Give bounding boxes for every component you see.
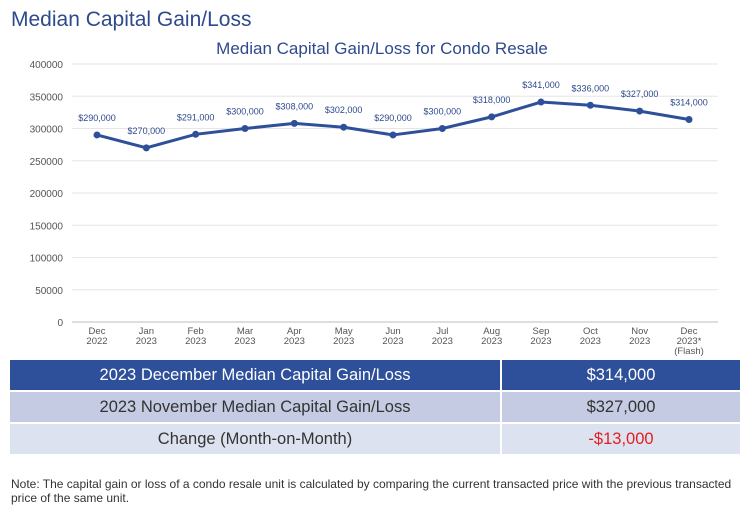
data-point bbox=[192, 130, 200, 138]
y-tick-label: 0 bbox=[57, 318, 63, 329]
y-axis: 0 50000 100000 150000 200000 250000 300000 3500… bbox=[30, 60, 64, 329]
summary-value: $327,000 bbox=[502, 392, 740, 424]
y-tick-label: 150000 bbox=[30, 221, 64, 232]
data-point bbox=[290, 119, 298, 127]
y-tick-label: 250000 bbox=[30, 157, 64, 168]
data-points bbox=[93, 98, 693, 152]
data-point bbox=[438, 125, 446, 132]
page-heading: Median Capital Gain/Loss bbox=[11, 8, 252, 31]
summary-value: $314,000 bbox=[502, 360, 740, 392]
data-label: $270,000 bbox=[128, 126, 166, 136]
data-point bbox=[586, 101, 594, 109]
x-tick-label: Jan 2023 bbox=[136, 326, 157, 347]
y-tick-label: 100000 bbox=[30, 254, 64, 265]
chart-title: Median Capital Gain/Loss for Condo Resal… bbox=[216, 39, 548, 58]
data-label: $300,000 bbox=[424, 107, 462, 117]
data-point bbox=[685, 115, 693, 123]
data-label: $290,000 bbox=[374, 113, 412, 123]
line-chart: Median Capital Gain/Loss for Condo Resal… bbox=[0, 36, 750, 358]
x-tick-label: Jun 2023 bbox=[382, 326, 403, 347]
data-labels: $290,000 $270,000 $291,000 $300,000 $308,000… bbox=[78, 80, 708, 136]
x-tick-label: Apr 2023 bbox=[284, 326, 305, 347]
summary-row-previous: 2023 November Median Capital Gain/Loss $… bbox=[10, 392, 740, 424]
y-tick-label: 300000 bbox=[30, 125, 64, 136]
data-label: $290,000 bbox=[78, 113, 116, 123]
summary-label: Change (Month-on-Month) bbox=[10, 424, 502, 456]
series-line-path bbox=[96, 100, 690, 150]
summary-label: 2023 December Median Capital Gain/Loss bbox=[10, 360, 502, 392]
data-label: $314,000 bbox=[670, 97, 708, 107]
y-tick-label: 200000 bbox=[30, 189, 64, 200]
data-label: $341,000 bbox=[522, 80, 560, 90]
data-point bbox=[142, 144, 150, 152]
data-label: $308,000 bbox=[276, 101, 314, 111]
y-tick-label: 400000 bbox=[30, 60, 64, 71]
summary-row-current: 2023 December Median Capital Gain/Loss $… bbox=[10, 360, 740, 392]
data-label: $318,000 bbox=[473, 95, 511, 105]
x-tick-label: Aug 2023 bbox=[481, 326, 502, 347]
footnote: Note: The capital gain or loss of a cond… bbox=[11, 477, 732, 505]
data-point bbox=[93, 131, 101, 139]
data-label: $327,000 bbox=[621, 89, 659, 99]
data-point bbox=[241, 125, 249, 132]
x-tick-label: Dec 2022 bbox=[86, 326, 107, 347]
data-label: $300,000 bbox=[226, 107, 264, 117]
x-axis: Dec 2022 Jan 2023 Feb 2023 Mar 2023 Apr 2023 May 20… bbox=[86, 326, 703, 357]
grid-lines bbox=[72, 63, 718, 323]
data-point bbox=[340, 123, 348, 131]
x-tick-label: Nov 2023 bbox=[629, 326, 650, 347]
summary-table: 2023 December Median Capital Gain/Loss $… bbox=[10, 360, 740, 456]
data-point bbox=[389, 131, 397, 139]
data-label: $291,000 bbox=[177, 112, 215, 122]
x-tick-label: Jul 2023 bbox=[432, 326, 453, 347]
x-tick-label: Sep 2023 bbox=[530, 326, 551, 347]
x-tick-label: Oct 2023 bbox=[580, 326, 601, 347]
summary-label: 2023 November Median Capital Gain/Loss bbox=[10, 392, 502, 424]
data-point bbox=[537, 98, 545, 106]
x-tick-label: Feb 2023 bbox=[185, 326, 206, 347]
series-line bbox=[96, 100, 690, 150]
data-label: $336,000 bbox=[572, 83, 610, 93]
summary-row-change: Change (Month-on-Month) -$13,000 bbox=[10, 424, 740, 456]
data-point bbox=[488, 113, 496, 121]
data-point bbox=[636, 107, 644, 115]
x-tick-label: May 2023 bbox=[333, 326, 354, 347]
y-tick-label: 50000 bbox=[35, 286, 63, 297]
chart-svg: Median Capital Gain/Loss for Condo Resal… bbox=[30, 39, 718, 357]
summary-value-change: -$13,000 bbox=[502, 424, 740, 456]
data-label: $302,000 bbox=[325, 105, 363, 115]
x-tick-label: Dec 2023* (Flash) bbox=[674, 326, 704, 357]
y-tick-label: 350000 bbox=[30, 92, 64, 103]
x-tick-label: Mar 2023 bbox=[234, 326, 255, 347]
